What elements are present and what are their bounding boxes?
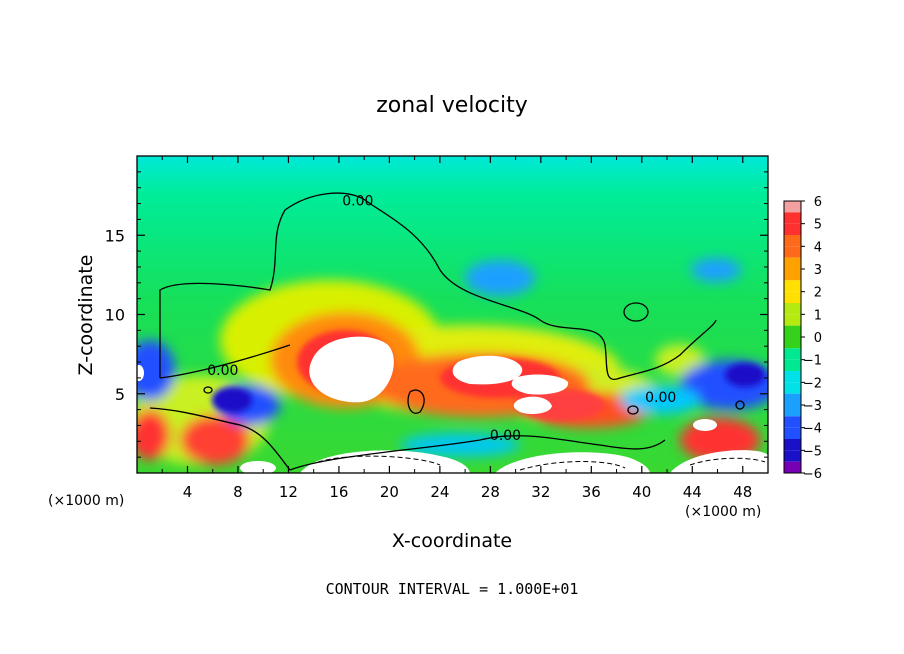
colorbar-swatch [784,359,801,371]
colorbar-swatch [784,223,801,235]
x-tick-label: 12 [279,483,298,501]
colorbar-label: −5 [803,444,822,459]
colorbar-label: 6 [814,195,822,210]
colorbar-label: −6 [803,467,822,482]
x-tick-label: 20 [380,483,399,501]
colorbar-swatch [784,235,801,247]
colorbar-label: 5 [814,218,822,233]
x-tick-label: 4 [183,483,193,501]
colorbar-swatch [784,405,801,417]
colorbar-swatch [784,439,801,451]
x-tick-label: 36 [582,483,601,501]
colorbar-swatch [784,382,801,394]
y-axis-label: Z-coordinate [75,255,97,376]
colorbar-swatch [784,393,801,405]
colorbar-swatch [784,314,801,326]
x-tick-label: 28 [481,483,500,501]
colorbar-swatch [784,201,801,213]
colorbar-swatch [784,427,801,439]
heatmap-field [137,156,768,473]
y-tick-label: 5 [115,385,125,404]
colorbar-label: 3 [814,263,822,278]
colorbar-swatch [784,291,801,303]
colorbar-swatch [784,325,801,337]
colorbar-swatch [784,348,801,360]
colorbar-label: 0 [814,331,822,346]
colorbar-swatch [784,416,801,428]
x-tick-label: 24 [430,483,449,501]
colorbar-swatch [784,337,801,349]
x-tick-label: 44 [683,483,702,501]
x-tick-label: 48 [733,483,752,501]
contour-interval-note: CONTOUR INTERVAL = 1.000E+01 [326,580,579,598]
colorbar-swatch [784,371,801,383]
contour-label: 0.00 [490,428,521,444]
contour-label: 0.00 [342,193,373,209]
colorbar-label: −4 [803,422,822,437]
colorbar-label: 1 [814,308,822,323]
chart-title: zonal velocity [376,93,528,118]
contour-label: 0.00 [207,363,238,379]
colorbar-label: −2 [803,376,822,391]
colorbar-swatch [784,461,801,473]
colorbar-swatch [784,269,801,281]
colorbar-label: −1 [803,354,822,369]
x-tick-label: 40 [632,483,651,501]
y-tick-label: 15 [105,226,125,245]
colorbar: 6 5 4 3 2 1 0 −1 −2 −3 −4 −5 −6 [783,195,822,482]
colorbar-swatch [784,257,801,269]
x-unit-right: (×1000 m) [685,504,761,520]
x-axis-label: X-coordinate [392,530,512,552]
colorbar-label: −3 [803,399,822,414]
colorbar-label: 2 [814,286,822,301]
colorbar-swatch [784,280,801,292]
colorbar-swatch [784,212,801,224]
x-tick-label: 8 [233,483,243,501]
colorbar-swatch [784,450,801,462]
colorbar-swatch [784,303,801,315]
x-tick-label: 16 [329,483,348,501]
colorbar-label: 4 [814,240,822,255]
colorbar-swatch [784,246,801,258]
y-tick-label: 10 [105,306,125,325]
contour-label: 0.00 [645,390,676,406]
x-tick-label: 32 [531,483,550,501]
x-unit-left: (×1000 m) [48,493,124,509]
